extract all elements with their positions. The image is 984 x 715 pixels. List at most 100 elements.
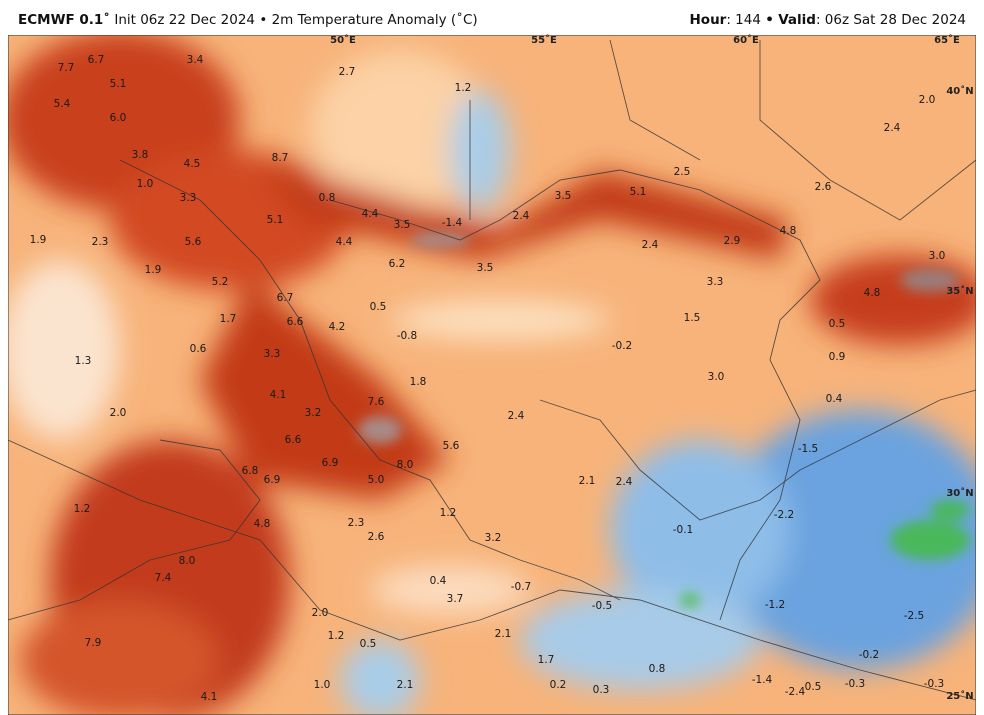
value-label: 2.0 — [919, 94, 936, 106]
separator: • — [259, 12, 268, 28]
value-label: 1.2 — [328, 630, 345, 642]
value-label: 7.6 — [368, 396, 385, 408]
value-label: 0.2 — [550, 679, 567, 691]
value-label: 2.1 — [579, 475, 596, 487]
value-label: -1.4 — [752, 674, 773, 686]
anomaly-field — [8, 35, 976, 715]
value-label: 6.8 — [242, 465, 259, 477]
value-label: -0.5 — [592, 600, 613, 612]
value-label: 3.0 — [708, 371, 725, 383]
longitude-label: 55˚E — [531, 34, 557, 46]
value-label: 6.7 — [277, 292, 294, 304]
value-label: 3.2 — [485, 532, 502, 544]
separator: • — [765, 12, 774, 28]
value-label: 6.2 — [389, 258, 406, 270]
value-label: -1.2 — [765, 599, 786, 611]
value-label: 2.4 — [513, 210, 530, 222]
longitude-label: 60˚E — [733, 34, 759, 46]
header: ECMWF 0.1˚ Init 06z 22 Dec 2024 • 2m Tem… — [0, 0, 984, 34]
value-label: 1.0 — [314, 679, 331, 691]
value-label: 3.0 — [929, 250, 946, 262]
value-label: 1.5 — [684, 312, 701, 324]
value-label: 0.8 — [319, 192, 336, 204]
value-label: 1.7 — [538, 654, 555, 666]
valid-label: Valid — [778, 12, 816, 28]
latitude-label: 25˚N — [946, 690, 973, 702]
value-label: 0.4 — [826, 393, 843, 405]
header-left: ECMWF 0.1˚ Init 06z 22 Dec 2024 • 2m Tem… — [18, 12, 478, 28]
value-label: 0.9 — [829, 351, 846, 363]
value-label: 6.9 — [264, 474, 281, 486]
value-label: 2.4 — [508, 410, 525, 422]
header-right: Hour: 144 • Valid: 06z Sat 28 Dec 2024 — [690, 12, 967, 28]
value-label: -0.3 — [924, 678, 945, 690]
value-label: 6.9 — [322, 457, 339, 469]
value-label: 3.7 — [447, 593, 464, 605]
value-label: 3.3 — [264, 348, 281, 360]
value-label: 6.0 — [110, 112, 127, 124]
value-label: 3.2 — [305, 407, 322, 419]
value-label: 5.1 — [630, 186, 647, 198]
value-label: 5.2 — [212, 276, 229, 288]
value-label: 7.4 — [155, 572, 172, 584]
variable: 2m Temperature Anomaly (˚C) — [271, 12, 478, 28]
value-label: 0.4 — [430, 575, 447, 587]
value-label: 2.4 — [642, 239, 659, 251]
value-label: 4.8 — [864, 287, 881, 299]
value-label: 3.3 — [707, 276, 724, 288]
value-label: 5.4 — [54, 98, 71, 110]
value-label: -0.3 — [845, 678, 866, 690]
init: Init 06z 22 Dec 2024 — [114, 12, 256, 28]
value-label: 1.7 — [220, 313, 237, 325]
value-label: 5.0 — [368, 474, 385, 486]
value-label: 4.1 — [270, 389, 287, 401]
value-label: 1.9 — [145, 264, 162, 276]
value-label: 1.9 — [30, 234, 47, 246]
value-label: -1.5 — [798, 443, 819, 455]
value-label: 2.5 — [674, 166, 691, 178]
value-label: -0.1 — [673, 524, 694, 536]
value-label: 4.4 — [362, 208, 379, 220]
value-label: 7.7 — [58, 62, 75, 74]
value-label: 4.8 — [780, 225, 797, 237]
value-label: 1.3 — [75, 355, 92, 367]
value-label: 5.1 — [110, 78, 127, 90]
hour-label: Hour — [689, 12, 727, 28]
value-labels: 7.7 6.7 5.1 3.4 2.7 1.2 2.0 5.4 6.0 2.4 3.8 4.5 8.7 1… — [30, 54, 946, 703]
value-label: 6.6 — [285, 434, 302, 446]
latitude-label: 35˚N — [946, 285, 973, 297]
value-label: 3.5 — [394, 219, 411, 231]
value-label: 2.4 — [616, 476, 633, 488]
value-label: 2.7 — [339, 66, 356, 78]
value-label: 2.6 — [368, 531, 385, 543]
latitude-label: 40˚N — [946, 85, 973, 97]
value-label: 2.0 — [312, 607, 329, 619]
value-label: -0.8 — [397, 330, 418, 342]
value-label: 1.2 — [455, 82, 472, 94]
value-label: 0.6 — [190, 343, 207, 355]
value-label: 1.0 — [137, 178, 154, 190]
value-label: 3.4 — [187, 54, 204, 66]
latitude-label: 30˚N — [946, 487, 973, 499]
value-label: 7.9 — [85, 637, 102, 649]
value-label: 2.1 — [397, 679, 414, 691]
value-label: 0.8 — [649, 663, 666, 675]
value-label: 3.3 — [180, 192, 197, 204]
value-label: 0.5 — [370, 301, 387, 313]
value-label: 4.4 — [336, 236, 353, 248]
value-label: 2.9 — [724, 235, 741, 247]
borders — [8, 39, 976, 701]
value-label: -0.2 — [612, 340, 633, 352]
value-label: 2.6 — [815, 181, 832, 193]
longitude-label: 65˚E — [934, 34, 960, 46]
longitude-label: 50˚E — [330, 34, 356, 46]
valid: : 06z Sat 28 Dec 2024 — [815, 12, 966, 28]
value-label: 4.2 — [329, 321, 346, 333]
value-label: 0.3 — [593, 684, 610, 696]
value-label: 6.6 — [287, 316, 304, 328]
value-label: 0.5 — [805, 681, 822, 693]
value-label: 4.5 — [184, 158, 201, 170]
value-label: 6.7 — [88, 54, 105, 66]
